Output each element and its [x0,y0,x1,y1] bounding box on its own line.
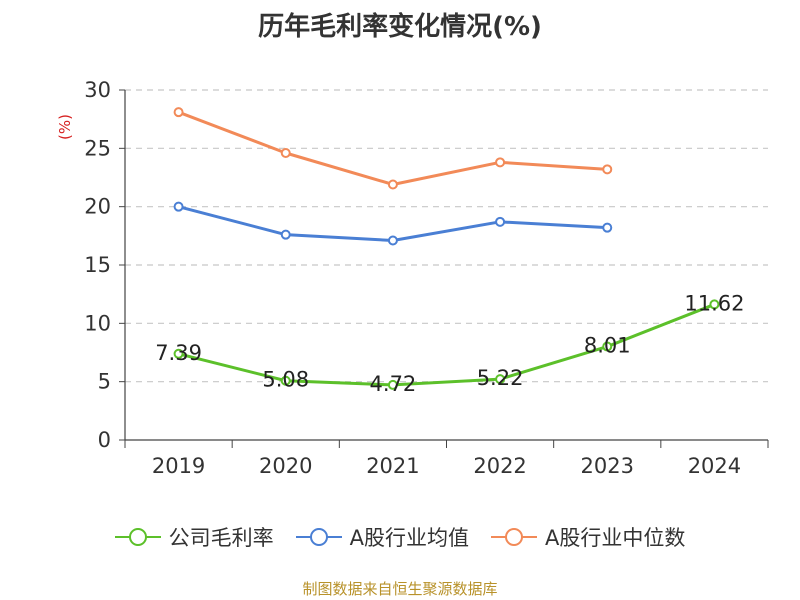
data-point [173,348,184,359]
legend-label: A股行业中位数 [545,526,686,550]
data-point [280,148,291,158]
x-tick-label: 2021 [366,454,419,478]
legend-swatch [295,527,342,547]
legend-item[interactable]: A股行业均值 [295,522,469,552]
data-point [495,157,506,168]
x-tick-label: 2023 [581,454,634,478]
legend-swatch [114,527,161,547]
data-point [280,229,291,240]
data-labels: 7.39 5.08 4.72 5.22 8.01 11.62 [155,291,744,396]
data-point [280,375,291,386]
legend-label: 公司毛利率 [168,526,274,550]
legend-swatch [491,527,537,547]
series-line [178,205,608,242]
x-tick-labels: 2019 2020 2021 2022 2023 2024 [152,454,741,478]
y-tick-label: 30 [84,78,111,102]
data-label: 4.72 [370,372,417,396]
data-point [709,299,720,310]
series-line [178,303,715,387]
y-tick-label: 20 [84,195,111,219]
data-point [387,179,398,190]
legend: 公司毛利率 A股行业均值 A股行业中位数 [0,520,800,554]
y-tick-label: 25 [84,136,111,160]
data-label: 5.08 [262,368,309,392]
grid-lines [125,89,768,383]
data-label: 5.22 [477,366,524,390]
x-tick-label: 2019 [152,454,205,478]
legend-item[interactable]: 公司毛利率 [114,522,274,552]
data-label: 7.39 [155,341,202,365]
data-point [602,164,613,175]
x-tick-label: 2022 [473,454,526,478]
y-axis-label: (%) [56,114,74,140]
legend-item[interactable]: A股行业中位数 [491,522,685,552]
data-point [173,201,184,212]
source-note: 制图数据来自恒生聚源数据库 [302,580,498,598]
y-tick-label: 0 [98,428,111,452]
data-point [173,107,184,118]
legend-label: A股行业均值 [349,526,469,550]
data-point [387,235,398,246]
data-point [602,341,613,352]
y-tick-label: 10 [84,311,111,335]
data-point [495,216,506,227]
data-label: 11.62 [684,291,744,315]
axes [119,89,769,448]
data-point [602,222,613,233]
chart-title: 历年毛利率变化情况(%) [258,12,542,42]
y-tick-label: 15 [84,253,111,277]
data-point [495,374,506,385]
y-tick-labels: 0 5 10 15 20 25 30 [84,78,111,452]
y-tick-label: 5 [98,370,111,394]
x-tick-label: 2024 [688,454,741,478]
series-lines [173,107,720,390]
data-point [387,379,398,390]
data-label: 8.01 [584,334,631,358]
x-tick-label: 2020 [259,454,312,478]
